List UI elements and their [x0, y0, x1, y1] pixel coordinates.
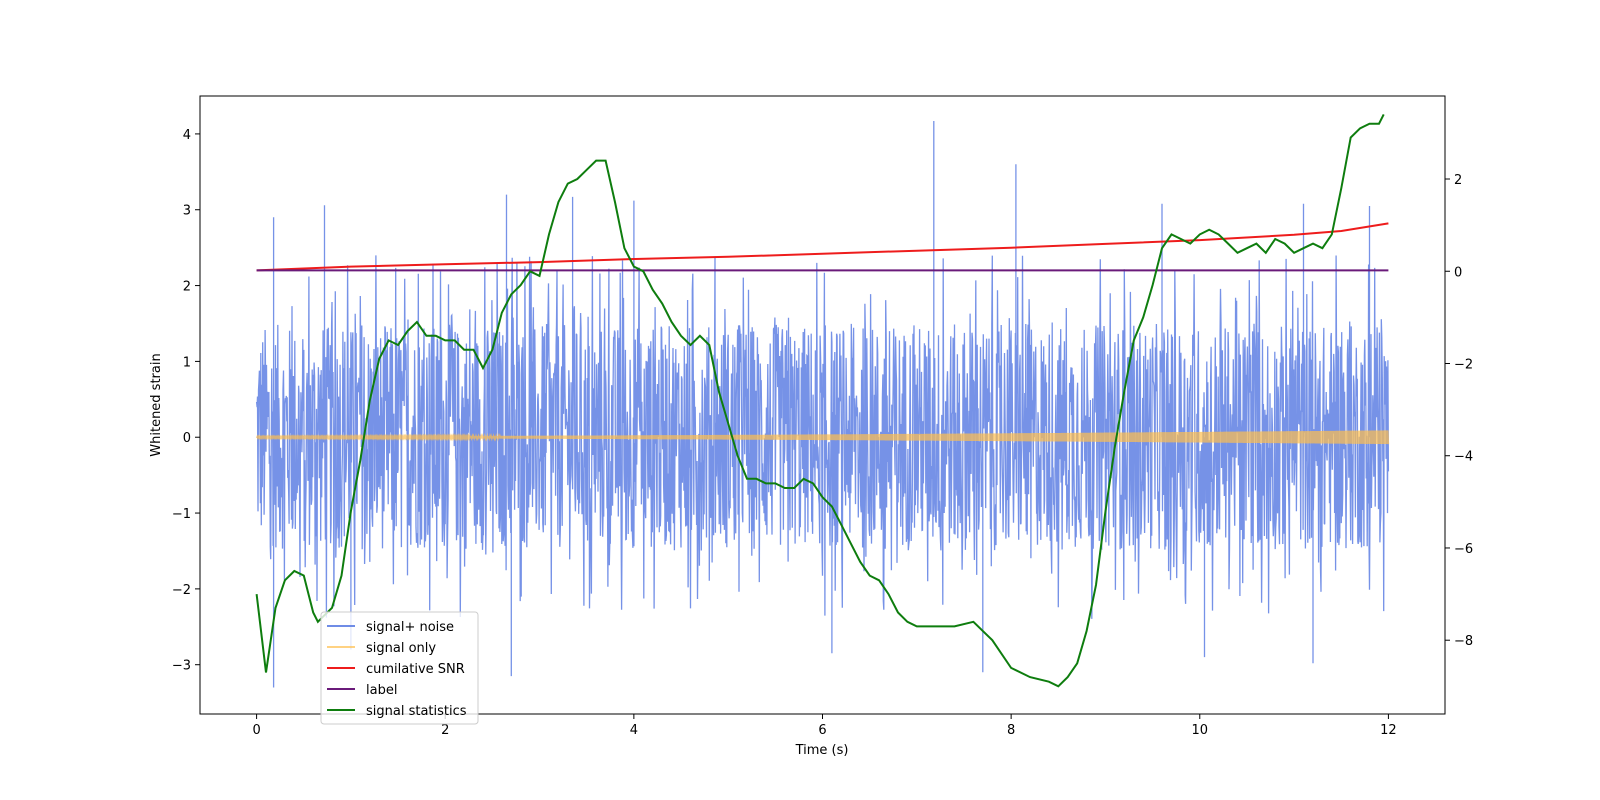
series-signal-only-line: [255, 430, 1390, 445]
legend-label: signal+ noise: [366, 620, 454, 635]
series-layer: [255, 113, 1390, 688]
y-tick-label: −3: [172, 659, 191, 674]
series-signal-statistics-line: [255, 113, 1385, 688]
y-axis-ticks: −3 −2 −1 0 1 2 3 4: [172, 128, 200, 674]
y2-tick-label: −6: [1454, 542, 1473, 557]
y-tick-label: 0: [183, 431, 191, 446]
y2-tick-label: −8: [1454, 634, 1473, 649]
y2-tick-label: 0: [1454, 265, 1462, 280]
series-cumulative-snr-line: [256, 222, 1389, 272]
series-signal-noise-line: [255, 121, 1390, 688]
legend-label: signal only: [366, 641, 436, 656]
y-tick-label: 3: [183, 204, 191, 219]
y2-tick-label: −4: [1454, 450, 1473, 465]
x-tick-label: 10: [1191, 723, 1208, 738]
x-tick-label: 12: [1380, 723, 1397, 738]
y-tick-label: 1: [183, 355, 191, 370]
x-tick-label: 4: [630, 723, 638, 738]
x-tick-label: 0: [252, 723, 260, 738]
y-tick-label: 4: [183, 128, 191, 143]
legend-label: label: [366, 683, 397, 698]
legend: signal+ noise signal only cumilative SNR la…: [320, 611, 479, 725]
y2-tick-label: −2: [1454, 357, 1473, 372]
y-tick-label: 2: [183, 280, 191, 295]
x-tick-label: 8: [1007, 723, 1015, 738]
y-tick-label: −1: [172, 507, 191, 522]
legend-label: signal statistics: [366, 704, 467, 719]
legend-box: [320, 611, 479, 725]
y-tick-label: −2: [172, 583, 191, 598]
x-axis-label: Time (s): [795, 743, 849, 758]
x-tick-label: 2: [441, 723, 449, 738]
x-tick-label: 6: [818, 723, 826, 738]
legend-label: cumilative SNR: [366, 662, 465, 677]
y2-tick-label: 2: [1454, 173, 1462, 188]
y-axis-label: Whitened strain: [149, 353, 164, 456]
x-axis-ticks: 0 2 4 6 8 10 12: [252, 714, 1397, 738]
y2-axis-ticks: −8 −6 −4 −2 0 2: [1445, 173, 1473, 649]
